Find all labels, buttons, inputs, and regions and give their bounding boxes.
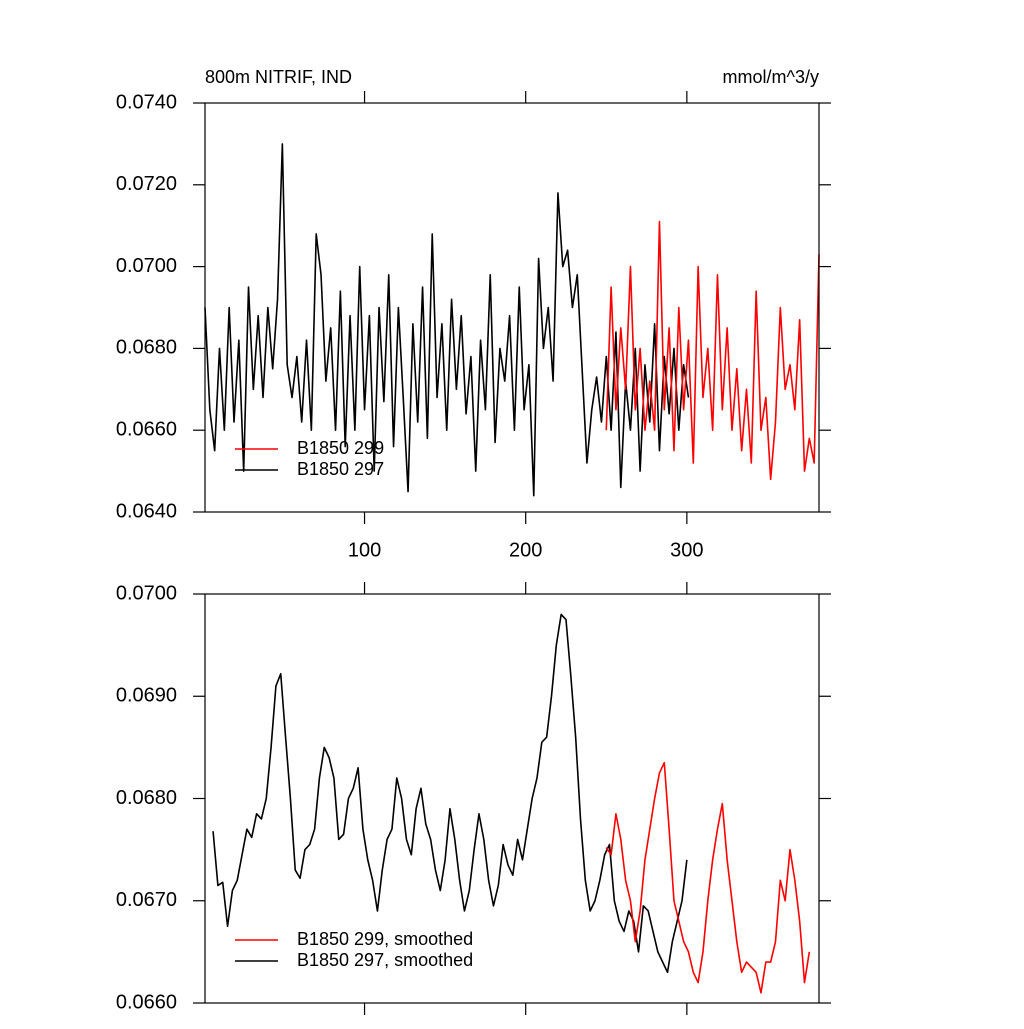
y-tick-label: 0.0700	[116, 255, 177, 277]
y-tick-label: 0.0720	[116, 173, 177, 195]
y-tick-label: 0.0700	[116, 582, 177, 604]
y-tick-label: 0.0740	[116, 91, 177, 113]
legend-label: B1850 297, smoothed	[297, 950, 473, 970]
chart-title: 800m NITRIF, IND	[205, 67, 352, 87]
y-tick-label: 0.0640	[116, 500, 177, 522]
plot-frame	[204, 102, 820, 513]
series-line	[212, 613, 688, 974]
y-tick-label: 0.0680	[116, 337, 177, 359]
y-tick-label: 0.0680	[116, 787, 177, 809]
y-tick-label: 0.0660	[116, 991, 177, 1013]
x-tick-label: 100	[348, 539, 381, 561]
y-tick-label: 0.0670	[116, 889, 177, 911]
x-tick-label: 200	[509, 539, 542, 561]
legend-label: B1850 299, smoothed	[297, 929, 473, 949]
y-tick-label: 0.0660	[116, 418, 177, 440]
legend-label: B1850 297	[297, 459, 384, 479]
legend-label: B1850 299	[297, 438, 384, 458]
series-line	[605, 761, 811, 994]
x-tick-label: 300	[670, 539, 703, 561]
series-line	[605, 220, 820, 481]
series-line	[204, 143, 690, 497]
y-tick-label: 0.0690	[116, 685, 177, 707]
chart-units: mmol/m^3/y	[723, 67, 819, 87]
